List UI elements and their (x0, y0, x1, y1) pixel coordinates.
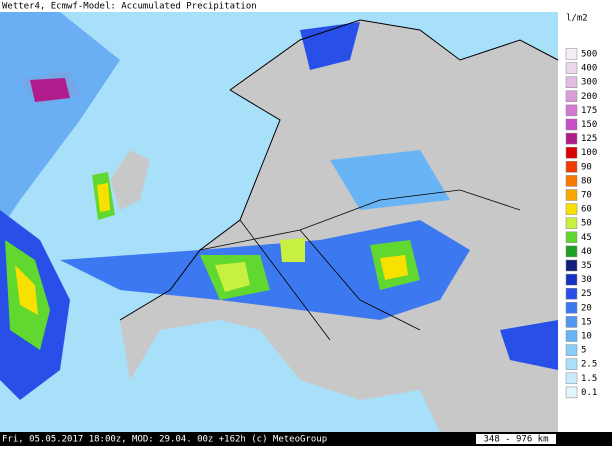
legend-label: 45 (581, 233, 592, 243)
legend-swatch (565, 132, 578, 145)
legend-items: 500 400 300 200 175 150 125 100 90 80 70 60 50 45 40 35… (565, 48, 597, 399)
legend-label: 400 (581, 64, 597, 74)
border (199, 189, 521, 341)
legend-swatch (565, 358, 578, 370)
legend-label: 10 (581, 332, 592, 342)
legend-label: 175 (581, 106, 597, 116)
legend-label: 90 (581, 162, 592, 172)
legend-label: 100 (581, 148, 597, 158)
legend-swatch (565, 62, 578, 74)
legend-swatch (565, 344, 578, 356)
legend-swatch (565, 104, 578, 117)
precip-area (215, 262, 250, 292)
legend-label: 35 (581, 261, 592, 271)
legend-swatch (565, 118, 578, 131)
legend-swatch (565, 302, 578, 314)
legend-swatch (565, 175, 578, 187)
legend-unit: l/m2 (566, 14, 588, 24)
legend-label: 0.1 (581, 388, 597, 398)
legend-label: 15 (581, 317, 592, 327)
legend-label: 30 (581, 275, 592, 285)
legend-swatch (565, 245, 578, 258)
legend-swatch (565, 386, 578, 399)
legend-label: 50 (581, 219, 592, 229)
scale-box (476, 434, 556, 444)
legend-label: 60 (581, 205, 592, 215)
legend-swatch (565, 372, 578, 385)
footer-info: Fri, 05.05.2017 18:00z, MOD: 29.04. 00z … (2, 435, 327, 445)
precip-area (30, 78, 70, 102)
legend-swatch (565, 217, 578, 229)
legend-label: 150 (581, 120, 597, 130)
precip-area (300, 22, 360, 70)
legend-swatch (565, 287, 578, 300)
legend-swatch (565, 76, 578, 88)
legend-swatch (565, 203, 578, 215)
legend-swatch (565, 259, 578, 272)
legend-swatch (565, 330, 578, 342)
precip-area (280, 238, 305, 262)
precip-area (0, 12, 120, 230)
land (120, 20, 558, 432)
legend-label: 25 (581, 289, 592, 299)
legend: l/m2 500 400 300 200 175 150 125 100 90 80 70 60 50 4… (565, 14, 597, 399)
title: Wetter4, Ecmwf-Model: Accumulated Precip… (2, 2, 257, 12)
legend-label: 20 (581, 303, 592, 313)
legend-label: 300 (581, 78, 597, 88)
legend-swatch (565, 90, 578, 103)
footer-bar (0, 432, 612, 446)
legend-label: 125 (581, 134, 597, 144)
land (110, 150, 150, 210)
precip-area (97, 183, 110, 212)
precip-area (380, 255, 408, 280)
legend-swatch (565, 48, 578, 60)
precip-area (60, 220, 470, 320)
legend-swatch (565, 146, 578, 159)
legend-swatch (565, 316, 578, 328)
map (0, 12, 559, 432)
legend-label: 70 (581, 191, 592, 201)
legend-swatch (565, 161, 578, 173)
legend-label: 1.5 (581, 374, 597, 384)
legend-label: 2.5 (581, 360, 597, 370)
legend-label: 5 (581, 346, 586, 356)
legend-swatch (565, 189, 578, 201)
precip-area (500, 320, 558, 370)
precip-area (15, 265, 38, 315)
legend-swatch (565, 231, 578, 244)
legend-swatch (565, 273, 578, 286)
legend-label: 200 (581, 92, 597, 102)
legend-label: 500 (581, 50, 597, 60)
legend-label: 40 (581, 247, 592, 257)
scale-label: 348 - 976 km (483, 435, 548, 445)
legend-label: 80 (581, 176, 592, 186)
